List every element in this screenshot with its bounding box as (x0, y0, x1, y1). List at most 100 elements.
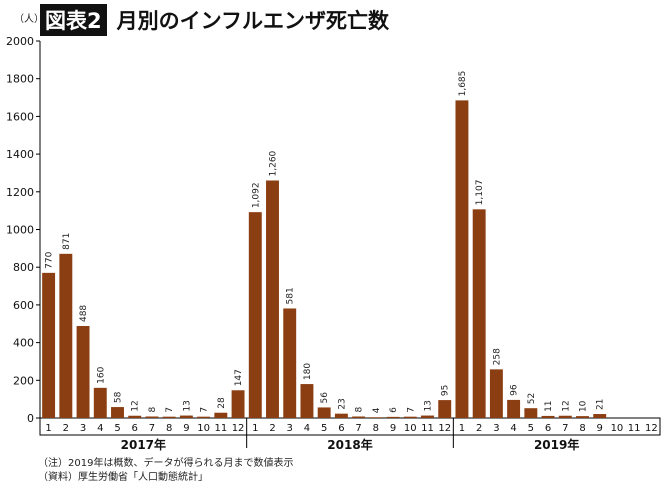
bar (369, 417, 383, 418)
bar (162, 416, 176, 418)
data-label: 581 (286, 287, 296, 304)
group-label: 2018年 (327, 437, 372, 452)
group-label: 2019年 (534, 437, 579, 452)
x-tick-label: 3 (287, 423, 293, 434)
x-tick-label: 10 (404, 423, 417, 434)
bar (59, 253, 73, 418)
data-label: 96 (510, 384, 520, 396)
data-label: 7 (406, 407, 416, 413)
bar (558, 415, 572, 418)
data-label: 7 (200, 407, 210, 413)
data-label: 1,107 (475, 180, 485, 206)
data-label: 52 (527, 393, 537, 404)
bar (42, 272, 56, 418)
bar (334, 413, 348, 418)
x-tick-label: 12 (232, 423, 245, 434)
data-label: 4 (372, 407, 382, 413)
data-label: 95 (441, 385, 451, 396)
bar (214, 412, 228, 418)
y-tick-label: 800 (13, 261, 34, 274)
x-tick-label: 7 (355, 423, 361, 434)
bar (352, 416, 366, 418)
data-label: 13 (424, 400, 434, 411)
bar (386, 416, 400, 418)
bar (317, 407, 331, 418)
x-tick-label: 5 (114, 423, 120, 434)
title-text: 月別のインフルエンザ死亡数 (116, 9, 389, 33)
bar (403, 416, 417, 418)
data-label: 12 (561, 400, 571, 411)
y-tick-label: 1800 (6, 73, 34, 86)
data-label: 1,092 (251, 182, 261, 208)
data-label: 58 (114, 391, 124, 403)
x-tick-label: 11 (628, 423, 641, 434)
x-tick-label: 8 (579, 423, 585, 434)
data-label: 1,260 (269, 150, 279, 176)
data-label: 871 (62, 233, 72, 250)
source: （資料）厚生労働省「人口動態統計」 (38, 472, 208, 483)
data-label: 11 (544, 400, 554, 411)
x-tick-label: 2 (269, 423, 275, 434)
data-label: 21 (596, 399, 606, 410)
x-tick-label: 6 (132, 423, 138, 434)
y-tick-label: 0 (27, 412, 34, 425)
x-tick-label: 4 (304, 423, 310, 434)
y-tick-label: 1200 (6, 186, 34, 199)
x-tick-label: 5 (321, 423, 327, 434)
y-tick-label: 400 (13, 337, 34, 350)
x-tick-label: 2 (63, 423, 69, 434)
bar (76, 326, 90, 418)
data-label: 488 (79, 305, 89, 322)
x-tick-label: 8 (373, 423, 379, 434)
x-tick-label: 12 (645, 423, 658, 434)
x-tick-label: 1 (252, 423, 258, 434)
data-label: 180 (303, 363, 313, 380)
x-tick-label: 8 (166, 423, 172, 434)
x-axis-box (39, 417, 661, 436)
y-tick-label: 1600 (6, 110, 34, 123)
bar (248, 212, 262, 418)
bar (593, 414, 607, 418)
y-tick-label: 1000 (6, 224, 34, 237)
bar (93, 387, 107, 418)
x-tick-label: 3 (493, 423, 499, 434)
x-tick-label: 1 (45, 423, 51, 434)
bar (524, 408, 538, 418)
bar (145, 416, 159, 418)
bar (421, 415, 434, 418)
bar (231, 390, 245, 418)
y-tick-label: 600 (13, 299, 34, 312)
bar (300, 384, 314, 418)
data-label: 7 (165, 407, 175, 413)
x-tick-label: 4 (97, 423, 103, 434)
data-label: 13 (182, 400, 192, 411)
bar (283, 308, 297, 418)
x-tick-label: 3 (80, 423, 86, 434)
y-tick-label: 2000 (6, 35, 34, 48)
y-tick-label: 200 (13, 374, 34, 387)
x-tick-label: 6 (338, 423, 344, 434)
bar (197, 416, 211, 418)
data-label: 8 (355, 406, 365, 412)
x-tick-label: 7 (562, 423, 568, 434)
bar (455, 100, 469, 418)
x-tick-label: 1 (459, 423, 465, 434)
bar (541, 415, 555, 418)
x-tick-label: 6 (545, 423, 551, 434)
x-tick-label: 7 (149, 423, 155, 434)
x-tick-label: 11 (421, 423, 434, 434)
bar (179, 415, 193, 418)
title-badge: 図表2 (40, 4, 107, 36)
data-label: 23 (337, 398, 347, 409)
data-label: 10 (579, 400, 589, 412)
data-label: 258 (492, 348, 502, 365)
chart-title: 図表2 月別のインフルエンザ死亡数 (40, 4, 389, 36)
bar (111, 407, 124, 418)
x-tick-label: 5 (528, 423, 534, 434)
data-label: 56 (320, 392, 330, 404)
data-label: 6 (389, 407, 399, 413)
bar (507, 399, 521, 418)
x-tick-label: 11 (214, 423, 227, 434)
